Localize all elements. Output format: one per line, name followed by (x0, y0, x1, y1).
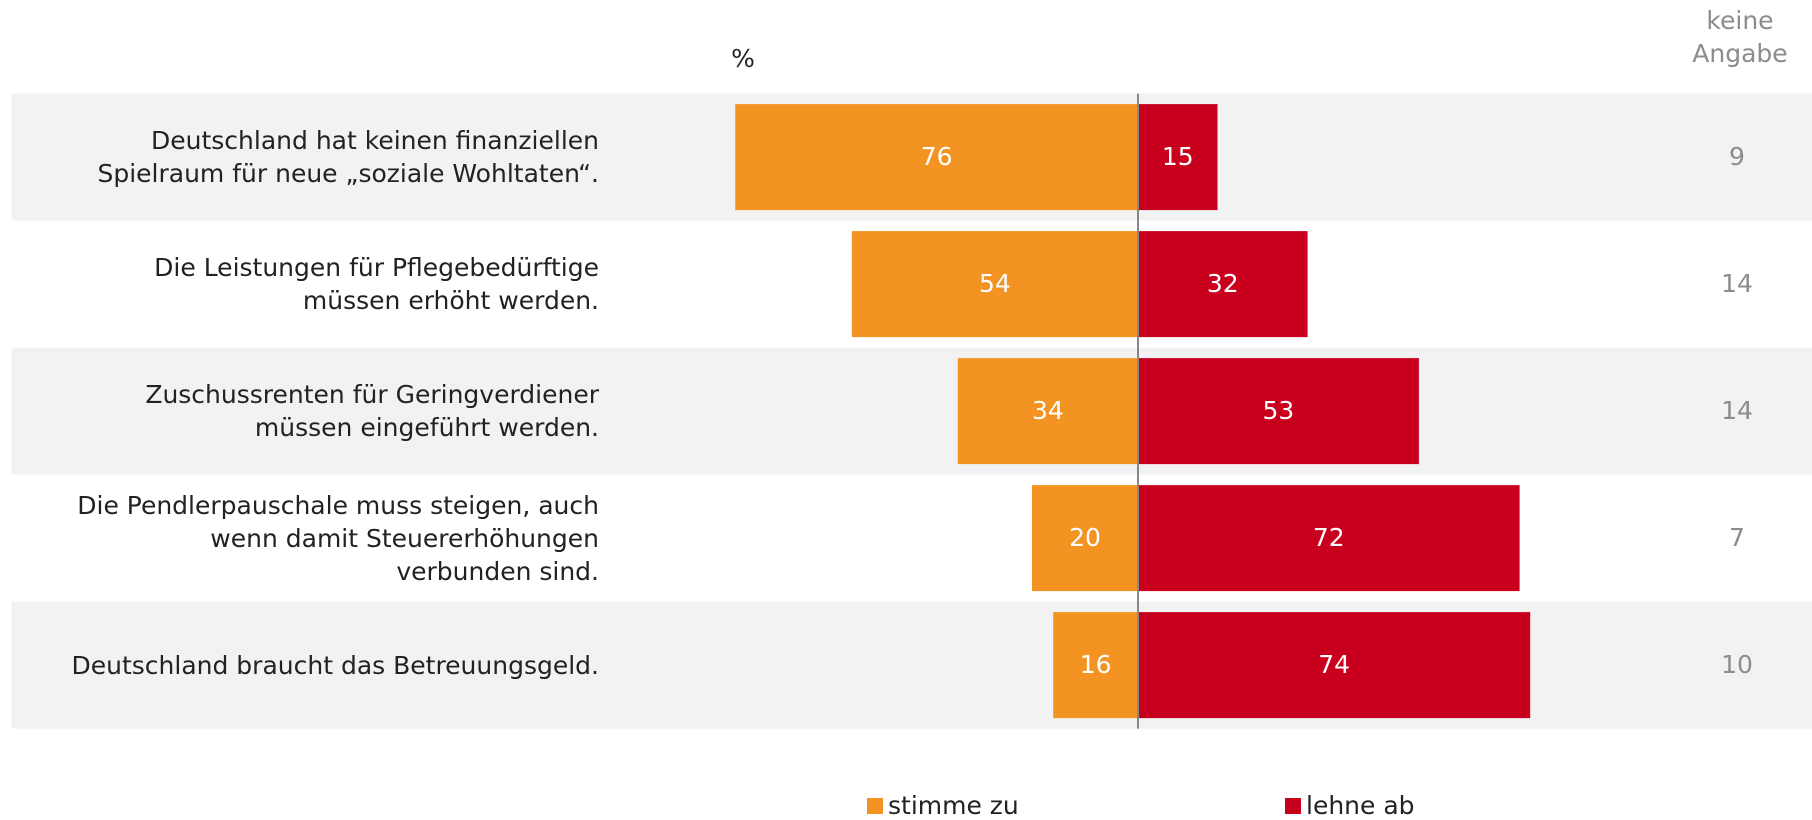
no-answer-header: keine Angabe (1692, 6, 1788, 68)
unit-label: % (731, 44, 755, 73)
row-band (11, 347, 1812, 475)
no-answer-value: 9 (1729, 142, 1745, 171)
value-label: 20 (1069, 523, 1101, 552)
legend-swatch (867, 798, 883, 814)
value-label: 72 (1313, 523, 1345, 552)
bar-reject (1138, 485, 1520, 592)
bar-agree (957, 358, 1138, 465)
value-label: 15 (1162, 142, 1194, 171)
bar-reject (1138, 612, 1531, 719)
legend-label: lehne ab (1306, 791, 1415, 820)
category-label: Deutschland hat keinen finanziellen Spie… (97, 126, 599, 189)
category-label: Zuschussrenten für Geringverdiener müsse… (145, 380, 599, 443)
no-answer-value: 7 (1729, 523, 1745, 552)
legend-swatch (1285, 798, 1301, 814)
no-answer-value: 14 (1721, 269, 1753, 298)
no-answer-value: 14 (1721, 396, 1753, 425)
bar-reject (1138, 231, 1308, 338)
value-label: 53 (1263, 396, 1295, 425)
bar-agree (1053, 612, 1138, 719)
bar-agree (1032, 485, 1138, 592)
value-label: 54 (979, 269, 1011, 298)
value-label: 34 (1032, 396, 1064, 425)
bar-agree (735, 104, 1138, 211)
legend-label: stimme zu (888, 791, 1019, 820)
bar-reject (1138, 104, 1218, 211)
value-label: 32 (1207, 269, 1239, 298)
no-answer-value: 10 (1721, 650, 1753, 679)
value-label: 16 (1080, 650, 1112, 679)
category-label: Deutschland braucht das Betreuungsgeld. (71, 650, 599, 680)
value-label: 74 (1318, 650, 1350, 679)
category-label: Die Leistungen für Pflegebedürftige müss… (154, 253, 599, 316)
value-label: 76 (921, 142, 953, 171)
category-label: Die Pendlerpauschale muss steigen, auch … (77, 490, 599, 586)
bar-reject (1138, 358, 1419, 465)
bar-agree (851, 231, 1138, 338)
